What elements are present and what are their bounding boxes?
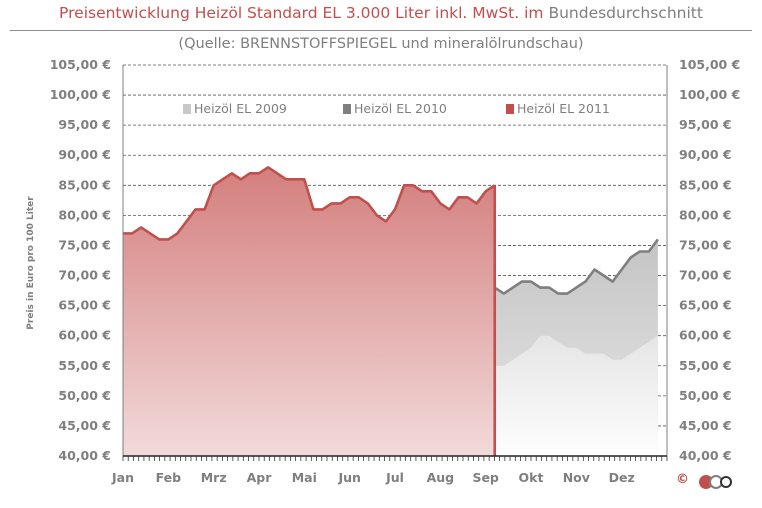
- chart-subtitle: (Quelle: BRENNSTOFFSPIEGEL und mineralöl…: [178, 36, 584, 52]
- chart-title-region: Bundesdurchschnitt: [548, 4, 703, 22]
- y-tick-label-right: 85,00 €: [679, 177, 732, 192]
- x-tick-label-mrz: Mrz: [201, 470, 227, 485]
- y-tick-label-left: 55,00 €: [58, 358, 111, 373]
- y-tick-label-left: 95,00 €: [58, 117, 111, 132]
- logo-circle-red: [699, 475, 713, 489]
- series-areas: [122, 166, 659, 457]
- y-tick-label-right: 90,00 €: [679, 147, 732, 162]
- x-tick-label-nov: Nov: [563, 470, 590, 485]
- y-tick-label-left: 40,00 €: [58, 448, 111, 463]
- y-tick-label-left: 85,00 €: [58, 177, 111, 192]
- y-tick-label-left: 90,00 €: [58, 147, 111, 162]
- title-divider: [10, 30, 752, 31]
- x-tick-label-apr: Apr: [247, 470, 273, 485]
- axes: 40,00 € 40,00 € 45,00 € 45,00 € 50,00 € 50,00…: [50, 57, 741, 485]
- chart-title-main: Preisentwicklung Heizöl Standard EL 3.00…: [59, 4, 544, 22]
- legend-swatch-1: [183, 104, 191, 114]
- x-tick-label-mai: Mai: [292, 470, 317, 485]
- y-tick-label-right: 70,00 €: [679, 268, 732, 283]
- legend-label-1: Heizöl EL 2009: [194, 101, 287, 116]
- y-tick-label-left: 105,00 €: [50, 57, 111, 72]
- y-tick-label-right: 80,00 €: [679, 207, 732, 222]
- legend: Heizöl EL 2009 Heizöl EL 2010 Heizöl EL 20…: [183, 101, 610, 116]
- x-tick-label-okt: Okt: [519, 470, 544, 485]
- x-tick-label-dez: Dez: [609, 470, 635, 485]
- legend-label-2: Heizöl EL 2010: [354, 101, 447, 116]
- legend-swatch-3: [506, 104, 514, 114]
- y-tick-label-right: 65,00 €: [679, 298, 732, 313]
- y-tick-label-left: 100,00 €: [50, 87, 111, 102]
- y-tick-label-right: 75,00 €: [679, 237, 732, 252]
- y-tick-label-left: 80,00 €: [58, 207, 111, 222]
- series-area-heiz-l-el-2011: [123, 167, 495, 457]
- x-tick-label-sep: Sep: [472, 470, 498, 485]
- legend-swatch-2: [343, 104, 351, 114]
- y-tick-label-right: 60,00 €: [679, 328, 732, 343]
- copyright-symbol: ©: [676, 472, 689, 487]
- y-tick-label-right: 55,00 €: [679, 358, 732, 373]
- logo-circle-dark: [720, 476, 732, 488]
- y-tick-label-left: 70,00 €: [58, 268, 111, 283]
- y-tick-label-left: 60,00 €: [58, 328, 111, 343]
- y-tick-label-right: 105,00 €: [679, 57, 740, 72]
- y-tick-label-right: 45,00 €: [679, 418, 732, 433]
- legend-label-3: Heizöl EL 2011: [517, 101, 610, 116]
- chart-title: Preisentwicklung Heizöl Standard EL 3.00…: [0, 4, 762, 22]
- y-tick-label-left: 45,00 €: [58, 418, 111, 433]
- y-tick-label-right: 40,00 €: [679, 448, 732, 463]
- y-tick-label-right: 95,00 €: [679, 117, 732, 132]
- x-tick-label-jan: Jan: [111, 470, 134, 485]
- y-tick-label-left: 50,00 €: [58, 388, 111, 403]
- logo: [699, 475, 732, 489]
- series-area-heiz-l-el-2011-line: [123, 166, 496, 241]
- y-tick-label-right: 100,00 €: [679, 87, 740, 102]
- y-tick-label-left: 65,00 €: [58, 298, 111, 313]
- x-tick-label-jun: Jun: [337, 470, 360, 485]
- x-tick-label-jul: Jul: [385, 470, 404, 485]
- x-tick-label-feb: Feb: [156, 470, 182, 485]
- y-tick-label-left: 75,00 €: [58, 237, 111, 252]
- x-tick-label-aug: Aug: [427, 470, 455, 485]
- y-tick-label-right: 50,00 €: [679, 388, 732, 403]
